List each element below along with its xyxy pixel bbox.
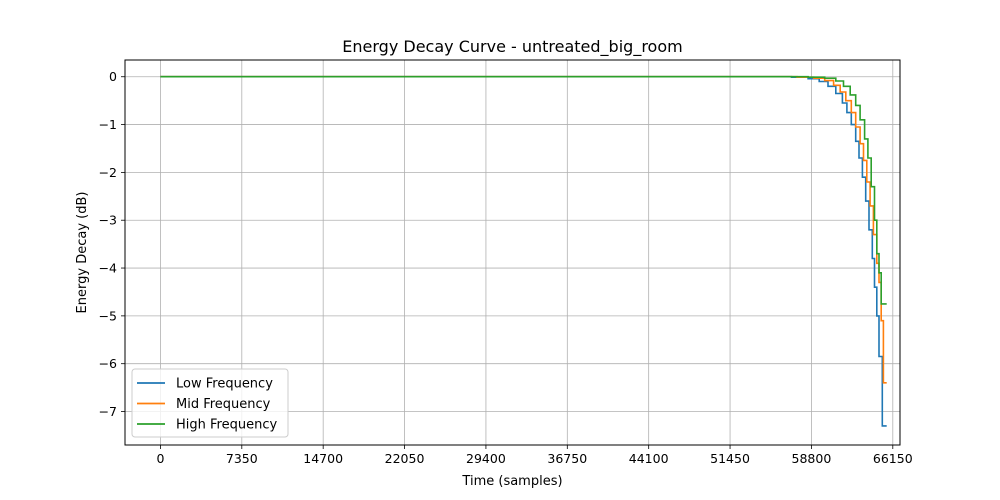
x-tick-label: 36750 [547, 451, 587, 466]
x-tick-label: 58800 [792, 451, 832, 466]
x-tick-label: 7350 [226, 451, 258, 466]
legend-label-0: Low Frequency [176, 377, 273, 392]
y-tick-label: −7 [99, 404, 117, 419]
legend-label-1: Mid Frequency [176, 397, 271, 412]
y-tick-label: 0 [109, 69, 117, 84]
y-tick-label: −3 [99, 213, 117, 228]
x-axis-label: Time (samples) [461, 474, 562, 489]
y-tick-label: −6 [99, 356, 117, 371]
plot-frame [124, 59, 901, 446]
x-tick-label: 51450 [710, 451, 750, 466]
x-tick-label: 29400 [466, 451, 506, 466]
x-tick-label: 66150 [873, 451, 913, 466]
legend-box [131, 368, 289, 438]
y-tick-label: −5 [99, 308, 117, 323]
legend-label-2: High Frequency [176, 418, 277, 433]
x-ticks: 0 7350 14700 22050 29400 36750 44100 51450 58800… [156, 445, 913, 466]
y-tick-label: −1 [99, 117, 117, 132]
y-axis-label: Energy Decay (dB) [75, 192, 90, 314]
series-line-2 [160, 75, 887, 305]
y-tick-label: −2 [99, 165, 117, 180]
x-tick-label: 14700 [303, 451, 343, 466]
series-lines [160, 75, 887, 427]
chart-title: Energy Decay Curve - untreated_big_room [342, 37, 682, 57]
y-ticks: 0 −1 −2 −3 −4 −5 −6 −7 [99, 69, 125, 419]
x-tick-label: 22050 [385, 451, 425, 466]
x-tick-label: 0 [156, 451, 164, 466]
legend: Low Frequency Mid Frequency High Frequency [131, 368, 289, 438]
series-line-0 [160, 75, 887, 427]
series-line-1 [160, 75, 887, 384]
x-tick-label: 44100 [629, 451, 669, 466]
y-tick-label: −4 [99, 261, 117, 276]
